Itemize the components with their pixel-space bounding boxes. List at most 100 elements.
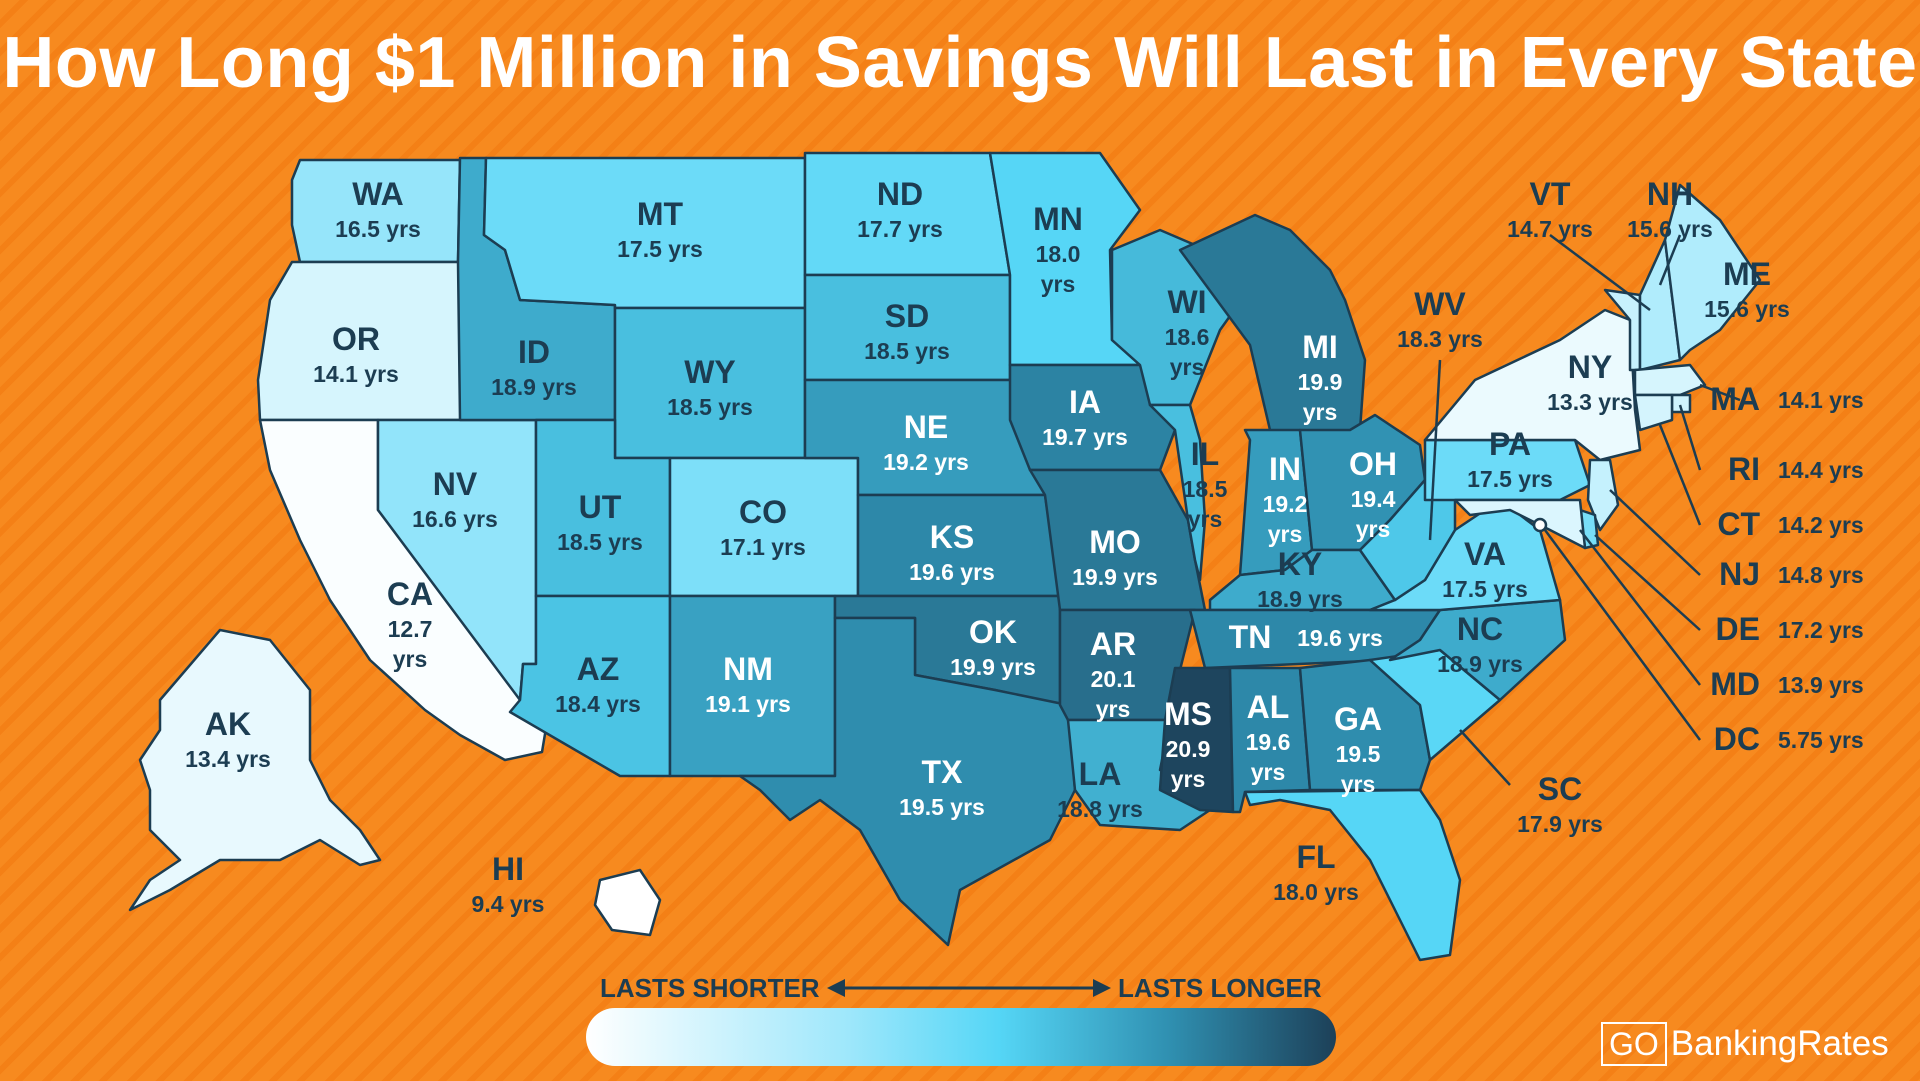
state-code-wy: WY [684,354,736,390]
state-label-al: AL 19.6 yrs [1246,689,1291,785]
state-code-wv: WV [1414,286,1466,322]
map-title: How Long $1 Million in Savings Will Last… [2,23,1918,103]
state-code-nv: NV [433,466,478,502]
state-label-me: ME 15.6 yrs [1704,256,1790,322]
state-value-ga: 19.5 yrs [1336,741,1381,797]
brand-go-mark: GO [1601,1022,1667,1066]
state-value-ca: 12.7 yrs [388,616,433,672]
state-label-ga: GA 19.5 yrs [1334,701,1382,797]
state-label-ma: MA 14.1 yrs [1710,381,1863,417]
state-MO [1028,468,1207,612]
state-value-wv: 18.3 yrs [1397,326,1483,352]
state-code-mo: MO [1089,524,1141,560]
state-value-de: 17.2 yrs [1778,617,1864,643]
state-label-sc: SC 17.9 yrs [1517,771,1603,837]
state-label-de: DE 17.2 yrs [1716,611,1864,647]
state-FL [1243,788,1462,962]
state-value-sd: 18.5 yrs [864,338,950,364]
state-value-hi: 9.4 yrs [472,891,545,917]
state-label-pa: PA 17.5 yrs [1467,426,1553,492]
state-code-id: ID [518,334,550,370]
state-label-ky: KY 18.9 yrs [1257,546,1343,612]
state-value-sc: 17.9 yrs [1517,811,1603,837]
state-AK [128,628,382,912]
state-code-ak: AK [205,706,251,742]
legend-color-scale [586,1008,1336,1066]
state-NJ [1586,458,1620,532]
state-value-or: 14.1 yrs [313,361,399,387]
state-code-ct: CT [1717,506,1760,542]
state-value-ut: 18.5 yrs [557,529,643,555]
state-code-in: IN [1269,451,1301,487]
state-label-va: VA 17.5 yrs [1442,536,1528,602]
state-value-wi: 18.6 yrs [1165,324,1210,380]
state-value-ms: 20.9 yrs [1166,736,1211,792]
state-code-ut: UT [579,489,622,525]
state-label-ca: CA 12.7 yrs [387,576,433,672]
state-value-dc: 5.75 yrs [1778,727,1864,753]
state-MA [1633,363,1707,397]
state-label-hi: HI 9.4 yrs [472,851,545,917]
leader-line-de [1594,534,1701,631]
state-label-mt: MT 17.5 yrs [617,196,703,262]
state-value-ks: 19.6 yrs [909,559,995,585]
state-label-ri: RI 14.4 yrs [1728,451,1864,487]
state-MD [1453,498,1587,550]
state-value-me: 15.6 yrs [1704,296,1790,322]
state-value-id: 18.9 yrs [491,374,577,400]
state-code-oh: OH [1349,446,1397,482]
state-label-il: IL 18.5 yrs [1183,436,1228,532]
state-value-al: 19.6 yrs [1246,729,1291,785]
state-value-nv: 16.6 yrs [412,506,498,532]
state-code-ar: AR [1090,626,1136,662]
state-code-nh: NH [1647,176,1693,212]
state-MI [1178,213,1367,442]
state-label-ar: AR 20.1 yrs [1090,626,1136,722]
state-code-fl: FL [1296,839,1335,875]
state-label-ok: OK 19.9 yrs [950,614,1036,680]
state-value-wy: 18.5 yrs [667,394,753,420]
state-NC [1388,598,1567,702]
leader-line-ma [1699,383,1741,402]
state-IL [1148,403,1207,582]
state-value-nm: 19.1 yrs [705,691,791,717]
leader-line-dc [1543,529,1702,741]
state-code-tx: TX [922,754,964,790]
state-ND [803,151,1012,277]
state-CT [1633,393,1674,432]
state-code-nd: ND [877,176,923,212]
state-label-sd: SD 18.5 yrs [864,298,950,364]
state-label-nm: NM 19.1 yrs [705,651,791,717]
state-value-mi: 19.9 yrs [1298,369,1343,425]
state-value-ar: 20.1 yrs [1091,666,1136,722]
leader-line-sc [1459,729,1511,786]
state-label-vt: VT 14.7 yrs [1507,176,1593,242]
gobankingrates-logo: GO BankingRates [1601,1022,1889,1066]
state-code-ks: KS [930,519,974,555]
state-code-va: VA [1464,536,1506,572]
state-code-ky: KY [1278,546,1322,582]
state-label-nj: NJ 14.8 yrs [1719,556,1864,592]
state-label-wa: WA 16.5 yrs [335,176,421,242]
state-value-tn: 19.6 yrs [1297,625,1383,651]
state-label-tx: TX 19.5 yrs [899,754,985,820]
state-code-mi: MI [1302,329,1338,365]
state-code-al: AL [1247,689,1290,725]
state-code-nj: NJ [1719,556,1760,592]
legend-longer-label: LASTS LONGER [1118,973,1322,1003]
state-TX [738,616,1077,947]
state-label-md: MD 13.9 yrs [1710,666,1863,702]
state-label-ks: KS 19.6 yrs [909,519,995,585]
leader-line-md [1579,529,1701,686]
state-code-sc: SC [1538,771,1582,807]
state-value-in: 19.2 yrs [1263,491,1308,547]
state-label-dc: DC 5.75 yrs [1714,721,1864,757]
state-code-mn: MN [1033,201,1083,237]
state-code-tn: TN [1229,619,1272,655]
state-code-ne: NE [904,409,948,445]
state-code-ny: NY [1568,349,1612,385]
state-label-wy: WY 18.5 yrs [667,354,753,420]
state-value-ma: 14.1 yrs [1778,387,1864,413]
state-code-hi: HI [492,851,524,887]
